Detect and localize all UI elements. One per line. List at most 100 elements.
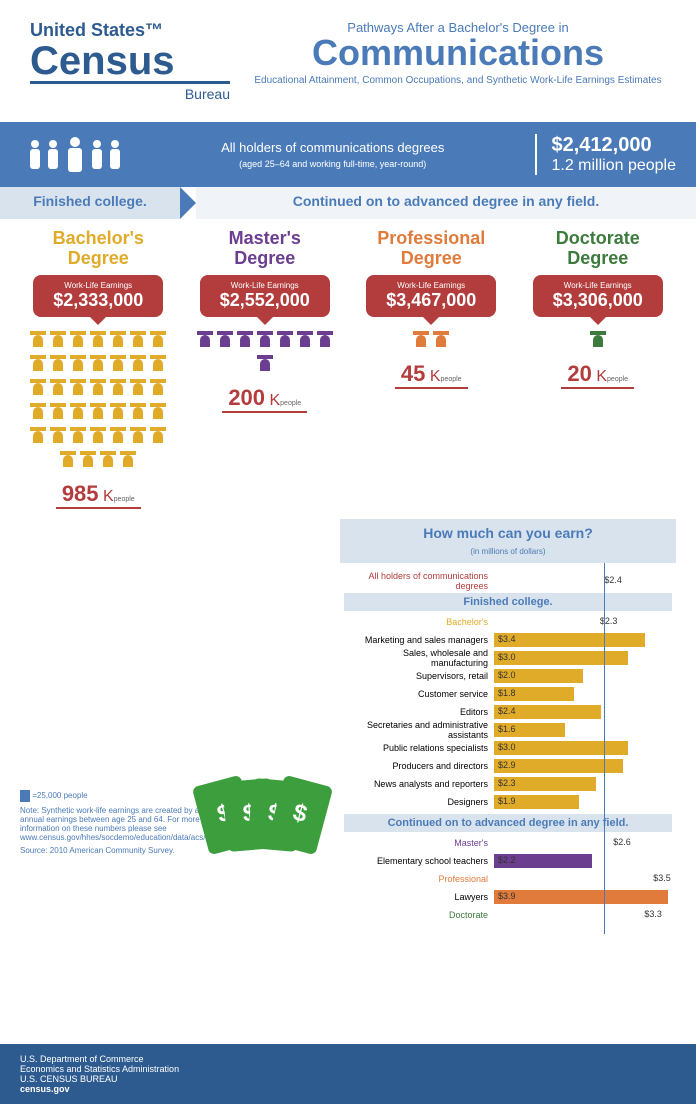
chart-row: All holders of communications degrees$2.… (344, 574, 672, 589)
chart-label: Supervisors, retail (344, 671, 494, 681)
summary-band: All holders of communications degrees (a… (0, 122, 696, 187)
chart-bar: $2.4 (494, 705, 672, 719)
chart-label: Bachelor's (344, 617, 494, 627)
chart-row: Public relations specialists$3.0 (344, 741, 672, 756)
chart-row: Supervisors, retail$2.0 (344, 669, 672, 684)
chart-bar: $2.0 (494, 669, 672, 683)
grad-icon (129, 427, 147, 449)
degree-prof: ProfessionalDegree Work-Life Earnings$3,… (353, 229, 510, 509)
chart-label: Professional (344, 874, 494, 884)
axis-line (604, 563, 605, 934)
band-text: All holders of communications degrees (a… (130, 140, 535, 170)
chart-row: Lawyers$3.9 (344, 890, 672, 905)
grad-icon (316, 331, 334, 353)
earnings-bubble: Work-Life Earnings$2,552,000 (200, 275, 330, 317)
degree-title: DoctorateDegree (520, 229, 677, 269)
chart-label: Doctorate (344, 910, 494, 920)
chart-label: Marketing and sales managers (344, 635, 494, 645)
earnings-bubble: Work-Life Earnings$3,467,000 (366, 275, 496, 317)
grad-icon (109, 355, 127, 377)
chart-title: How much can you earn?(in millions of do… (340, 519, 676, 563)
grad-icon (109, 427, 127, 449)
grad-icon (49, 427, 67, 449)
grad-icon (69, 379, 87, 401)
chart-label: Public relations specialists (344, 743, 494, 753)
census-logo: United States™ Census Bureau (30, 20, 230, 102)
chart-row: Doctorate$3.3 (344, 908, 672, 923)
chart-label: News analysts and reporters (344, 779, 494, 789)
chart-row: Elementary school teachers$2.2 (344, 854, 672, 869)
grad-icon (69, 403, 87, 425)
grad-icon (129, 331, 147, 353)
grad-icon (432, 331, 450, 353)
chart-bar: $3.9 (494, 890, 672, 904)
grad-icon (29, 403, 47, 425)
chart-bar: $2.3 (494, 615, 672, 629)
grad-icon (29, 355, 47, 377)
degree-doct: DoctorateDegree Work-Life Earnings$3,306… (520, 229, 677, 509)
grad-icon (29, 331, 47, 353)
chart-bar: $1.9 (494, 795, 672, 809)
earnings-chart: How much can you earn?(in millions of do… (340, 519, 676, 934)
chart-row: Secretaries and administrative assistant… (344, 723, 672, 738)
chart-bar: $3.0 (494, 651, 672, 665)
chart-label: Elementary school teachers (344, 856, 494, 866)
grad-icon (129, 379, 147, 401)
grad-icon (89, 355, 107, 377)
grad-icon (89, 403, 107, 425)
logo-sub: Bureau (30, 81, 230, 102)
logo-main: Census (30, 41, 230, 81)
footer: U.S. Department of Commerce Economics an… (0, 1044, 696, 1104)
grad-icon (216, 331, 234, 353)
degree-title: Master'sDegree (187, 229, 344, 269)
header: United States™ Census Bureau Pathways Af… (0, 0, 696, 122)
grad-icon (69, 427, 87, 449)
chart-subhead: Finished college. (344, 593, 672, 611)
grad-icons (23, 331, 173, 473)
grad-icon (79, 451, 97, 473)
grad-icon (89, 379, 107, 401)
grad-icon (256, 355, 274, 377)
grad-icon (129, 355, 147, 377)
grad-icon (49, 331, 67, 353)
logo-top: United States™ (30, 20, 230, 41)
chart-bar: $2.2 (494, 854, 672, 868)
grad-icon (69, 355, 87, 377)
people-count: 985 Kpeople (56, 481, 141, 509)
chart-label: Designers (344, 797, 494, 807)
degree-bach: Bachelor'sDegree Work-Life Earnings$2,33… (20, 229, 177, 509)
chart-bar: $3.0 (494, 741, 672, 755)
band-stats: $2,412,000 1.2 million people (535, 134, 676, 175)
chart-bar: $1.8 (494, 687, 672, 701)
earnings-bubble: Work-Life Earnings$2,333,000 (33, 275, 163, 317)
chart-row: Editors$2.4 (344, 705, 672, 720)
grad-icon (236, 331, 254, 353)
chart-row: Customer service$1.8 (344, 687, 672, 702)
grad-icon (49, 355, 67, 377)
split-right: Continued on to advanced degree in any f… (196, 187, 696, 219)
chart-row: Sales, wholesale and manufacturing$3.0 (344, 651, 672, 666)
people-count: 200 Kpeople (222, 385, 307, 413)
grad-icon (89, 427, 107, 449)
chart-bar: $2.9 (494, 759, 672, 773)
grad-icon (29, 427, 47, 449)
grad-icon (129, 403, 147, 425)
chart-label: Sales, wholesale and manufacturing (344, 648, 494, 668)
total-people: 1.2 million people (551, 157, 676, 175)
chart-bar: $3.3 (494, 908, 672, 922)
chart-row: Producers and directors$2.9 (344, 759, 672, 774)
chart-row: Bachelor's$2.3 (344, 615, 672, 630)
grad-icon (149, 355, 167, 377)
grad-icon (276, 331, 294, 353)
chart-bar: $3.4 (494, 633, 672, 647)
grad-icon (296, 331, 314, 353)
chart-label: All holders of communications degrees (344, 571, 494, 591)
grad-icon (29, 379, 47, 401)
total-earnings: $2,412,000 (551, 134, 676, 157)
grad-icon (412, 331, 430, 353)
chart-label: Editors (344, 707, 494, 717)
grad-icon (149, 427, 167, 449)
grad-icon (149, 379, 167, 401)
chart-bar: $3.5 (494, 872, 672, 886)
chart-row: Designers$1.9 (344, 795, 672, 810)
